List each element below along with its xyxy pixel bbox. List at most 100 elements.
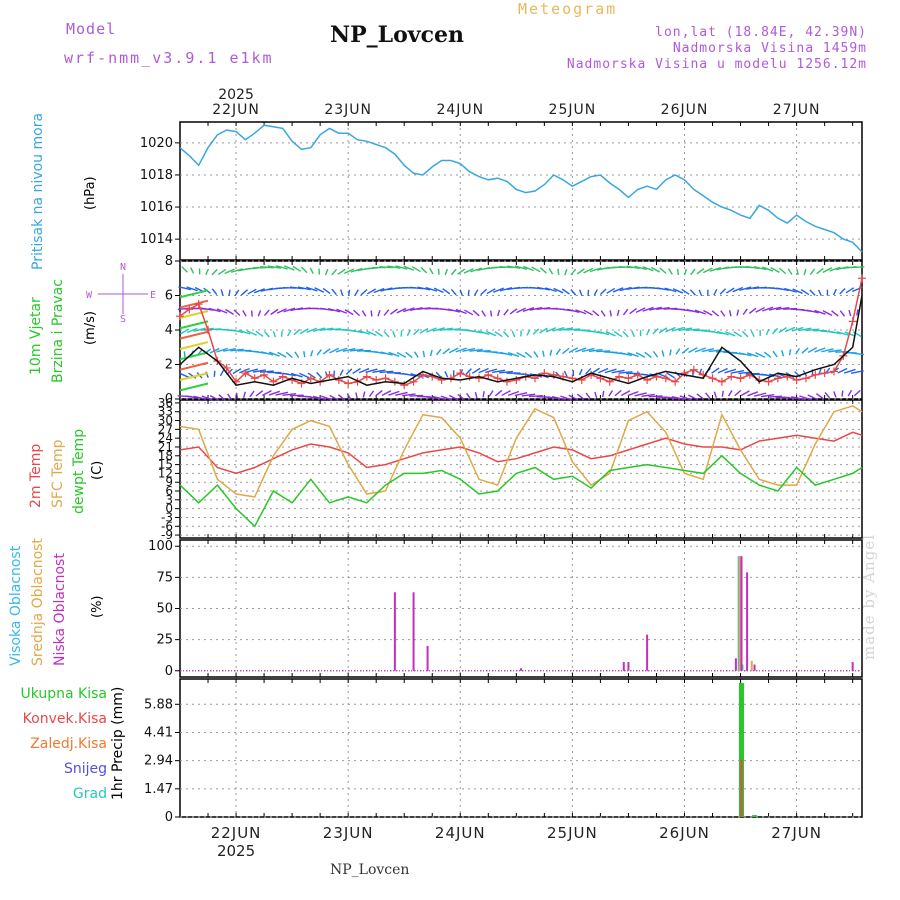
y-tick-label: 1020 xyxy=(140,136,173,151)
wind-barb xyxy=(589,330,603,334)
wind-barb xyxy=(791,396,804,401)
wind-barb xyxy=(230,348,244,352)
wind-barb xyxy=(499,351,513,356)
compass-e: E xyxy=(150,290,156,301)
wind-barb xyxy=(772,350,778,358)
wind-barb xyxy=(652,328,659,335)
precip-conv-label: Konvek.Kisa xyxy=(22,711,107,727)
wind-barb xyxy=(738,352,752,357)
wind-barb xyxy=(679,395,692,401)
time-tick-top: 22JUN xyxy=(212,102,260,118)
wind-barb xyxy=(450,288,457,296)
wind-barb xyxy=(600,310,606,317)
y-tick-label: 75 xyxy=(156,570,173,585)
wind-barb xyxy=(776,287,790,292)
wind-barb xyxy=(346,393,352,400)
wind-barb xyxy=(605,330,616,337)
wind-barb xyxy=(748,307,757,314)
wind-barb xyxy=(501,390,511,397)
wind-barb xyxy=(761,306,774,312)
precip-bar xyxy=(752,815,758,817)
wind-barb xyxy=(663,396,678,400)
cloud-bar xyxy=(740,556,743,671)
wind-barb xyxy=(193,395,206,400)
wind-barb xyxy=(358,330,370,335)
wind-barb xyxy=(253,288,265,294)
wind-barb xyxy=(201,395,213,401)
wind-barb xyxy=(733,331,743,338)
wind-barb xyxy=(383,309,390,316)
wind-barb xyxy=(839,310,846,317)
wind-barb xyxy=(843,368,856,374)
wind-barb xyxy=(784,326,796,333)
wind-barb xyxy=(768,395,783,398)
y-tick-label: 2.94 xyxy=(144,754,173,769)
wind-barb xyxy=(578,368,583,376)
wind-barb xyxy=(373,287,385,294)
wind-barb xyxy=(562,347,570,355)
wind-barb xyxy=(439,327,453,331)
wind-barb xyxy=(306,327,318,333)
wind-barb xyxy=(366,288,377,295)
wind-barb xyxy=(280,330,283,337)
wind-barb xyxy=(270,308,279,316)
wind-barb xyxy=(644,351,652,358)
wind-barb xyxy=(507,351,520,358)
wind-barb xyxy=(420,266,428,274)
wind-barb xyxy=(688,347,698,354)
wind-barb xyxy=(319,327,334,331)
wind-barb xyxy=(719,288,727,295)
wind-barb xyxy=(424,395,439,400)
wind-barb xyxy=(392,330,396,338)
wind-barb xyxy=(409,307,423,311)
wind-barb xyxy=(576,393,585,401)
wind-barb xyxy=(287,329,292,337)
wind-barb xyxy=(388,351,400,357)
wind-barb xyxy=(568,347,579,354)
wind-barb xyxy=(358,367,370,374)
wind-barb xyxy=(329,347,340,354)
wind-barb xyxy=(365,368,378,374)
wind-barb xyxy=(409,394,424,397)
wind-barb xyxy=(223,347,236,352)
wind-barb xyxy=(403,265,415,271)
wind-barb xyxy=(596,350,611,353)
wind-barb xyxy=(485,368,498,374)
footer-station: NP_Lovcen xyxy=(330,862,410,878)
wind-barb xyxy=(379,370,394,374)
wind-barb xyxy=(608,390,614,397)
wind-barb xyxy=(696,268,705,275)
wind-barb xyxy=(828,330,842,335)
lonlat-label: lon,lat (18.84E, 42.39N) xyxy=(655,25,867,40)
wind-barb xyxy=(476,350,491,352)
wind-barb xyxy=(491,369,506,374)
wind-barb xyxy=(763,351,772,358)
wind-barb xyxy=(713,289,718,296)
wind-barb xyxy=(497,309,501,317)
wind-barb xyxy=(746,352,759,358)
wind-barb xyxy=(482,391,485,398)
wind-barb xyxy=(742,308,748,316)
wind-barb xyxy=(179,289,209,299)
model-label: Model xyxy=(66,20,117,38)
wind-barb xyxy=(709,266,722,272)
wind-barb xyxy=(753,265,767,271)
wind-barb xyxy=(331,268,338,276)
wind-barb xyxy=(444,268,449,276)
wind-barb xyxy=(721,390,724,397)
wind-barb xyxy=(807,394,818,401)
wind-barb xyxy=(225,308,234,315)
wind-barb xyxy=(267,265,281,269)
cloud-bar xyxy=(412,592,415,671)
wind-barb xyxy=(329,394,339,401)
cloud-bar xyxy=(426,645,429,671)
wind-barb xyxy=(489,310,493,317)
wind-barb xyxy=(316,349,322,356)
wind-barb xyxy=(816,267,824,275)
wind-barb xyxy=(314,287,325,293)
wind-barb xyxy=(307,372,316,379)
y-tick-label: 8 xyxy=(165,254,173,269)
cloud-bar xyxy=(851,662,854,671)
y-tick-label: 27 xyxy=(158,422,173,436)
